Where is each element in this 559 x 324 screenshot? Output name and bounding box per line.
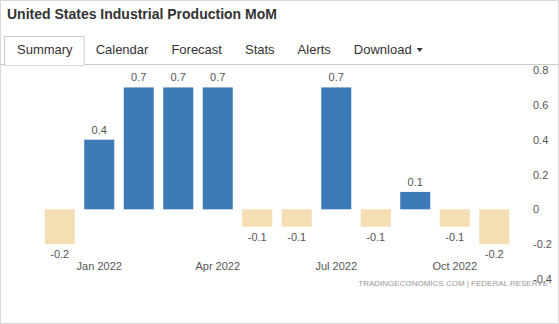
y-tick-label: 0.2 [533, 169, 548, 181]
bar [124, 87, 154, 209]
data-label: -0.2 [50, 248, 69, 260]
tab-active [5, 37, 85, 66]
bar [361, 209, 391, 226]
y-tick-label: 0.6 [533, 99, 548, 111]
tab[interactable]: Download [354, 42, 412, 57]
tab[interactable]: Stats [245, 42, 275, 57]
tab[interactable]: Forecast [171, 42, 222, 57]
data-label: -0.1 [366, 231, 385, 243]
data-label: -0.2 [485, 248, 504, 260]
x-tick-label: Apr 2022 [195, 260, 240, 272]
dropdown-arrow [417, 48, 423, 52]
bars [45, 87, 510, 244]
x-tick-label: Jan 2022 [77, 260, 122, 272]
data-label: -0.1 [287, 231, 306, 243]
data-label: -0.1 [248, 231, 267, 243]
tab[interactable]: Alerts [298, 42, 332, 57]
tab[interactable]: Calendar [96, 42, 149, 57]
data-label: 0.7 [171, 71, 186, 83]
y-tick-label: 0.8 [533, 64, 548, 76]
bar [440, 209, 470, 226]
y-tick-label: -0.2 [533, 238, 552, 250]
data-label: 0.7 [329, 71, 344, 83]
x-tick-label: Jul 2022 [315, 260, 357, 272]
data-label: 0.4 [92, 124, 107, 136]
data-label: 0.7 [131, 71, 146, 83]
bar [84, 140, 114, 210]
data-label: 0.7 [210, 71, 225, 83]
bar [203, 87, 233, 209]
x-tick-label: Oct 2022 [432, 260, 477, 272]
data-label: 0.1 [408, 176, 423, 188]
source: TRADINGECONOMICS.COM | FEDERAL RESERVE [358, 279, 548, 288]
bar [45, 209, 75, 244]
page: United States Industrial Production MoM S… [0, 0, 559, 324]
title: United States Industrial Production MoM [7, 6, 277, 22]
bar [400, 192, 430, 209]
data-label: -0.1 [445, 231, 464, 243]
bar [282, 209, 312, 226]
y-tick-label: 0 [533, 203, 539, 215]
bar [321, 87, 351, 209]
y-tick-label: 0.4 [533, 134, 548, 146]
bar [163, 87, 193, 209]
tab[interactable]: Summary [17, 42, 73, 57]
tab-gap [5, 64, 84, 66]
frame [1, 1, 559, 324]
bar [479, 209, 509, 244]
bar [242, 209, 272, 226]
